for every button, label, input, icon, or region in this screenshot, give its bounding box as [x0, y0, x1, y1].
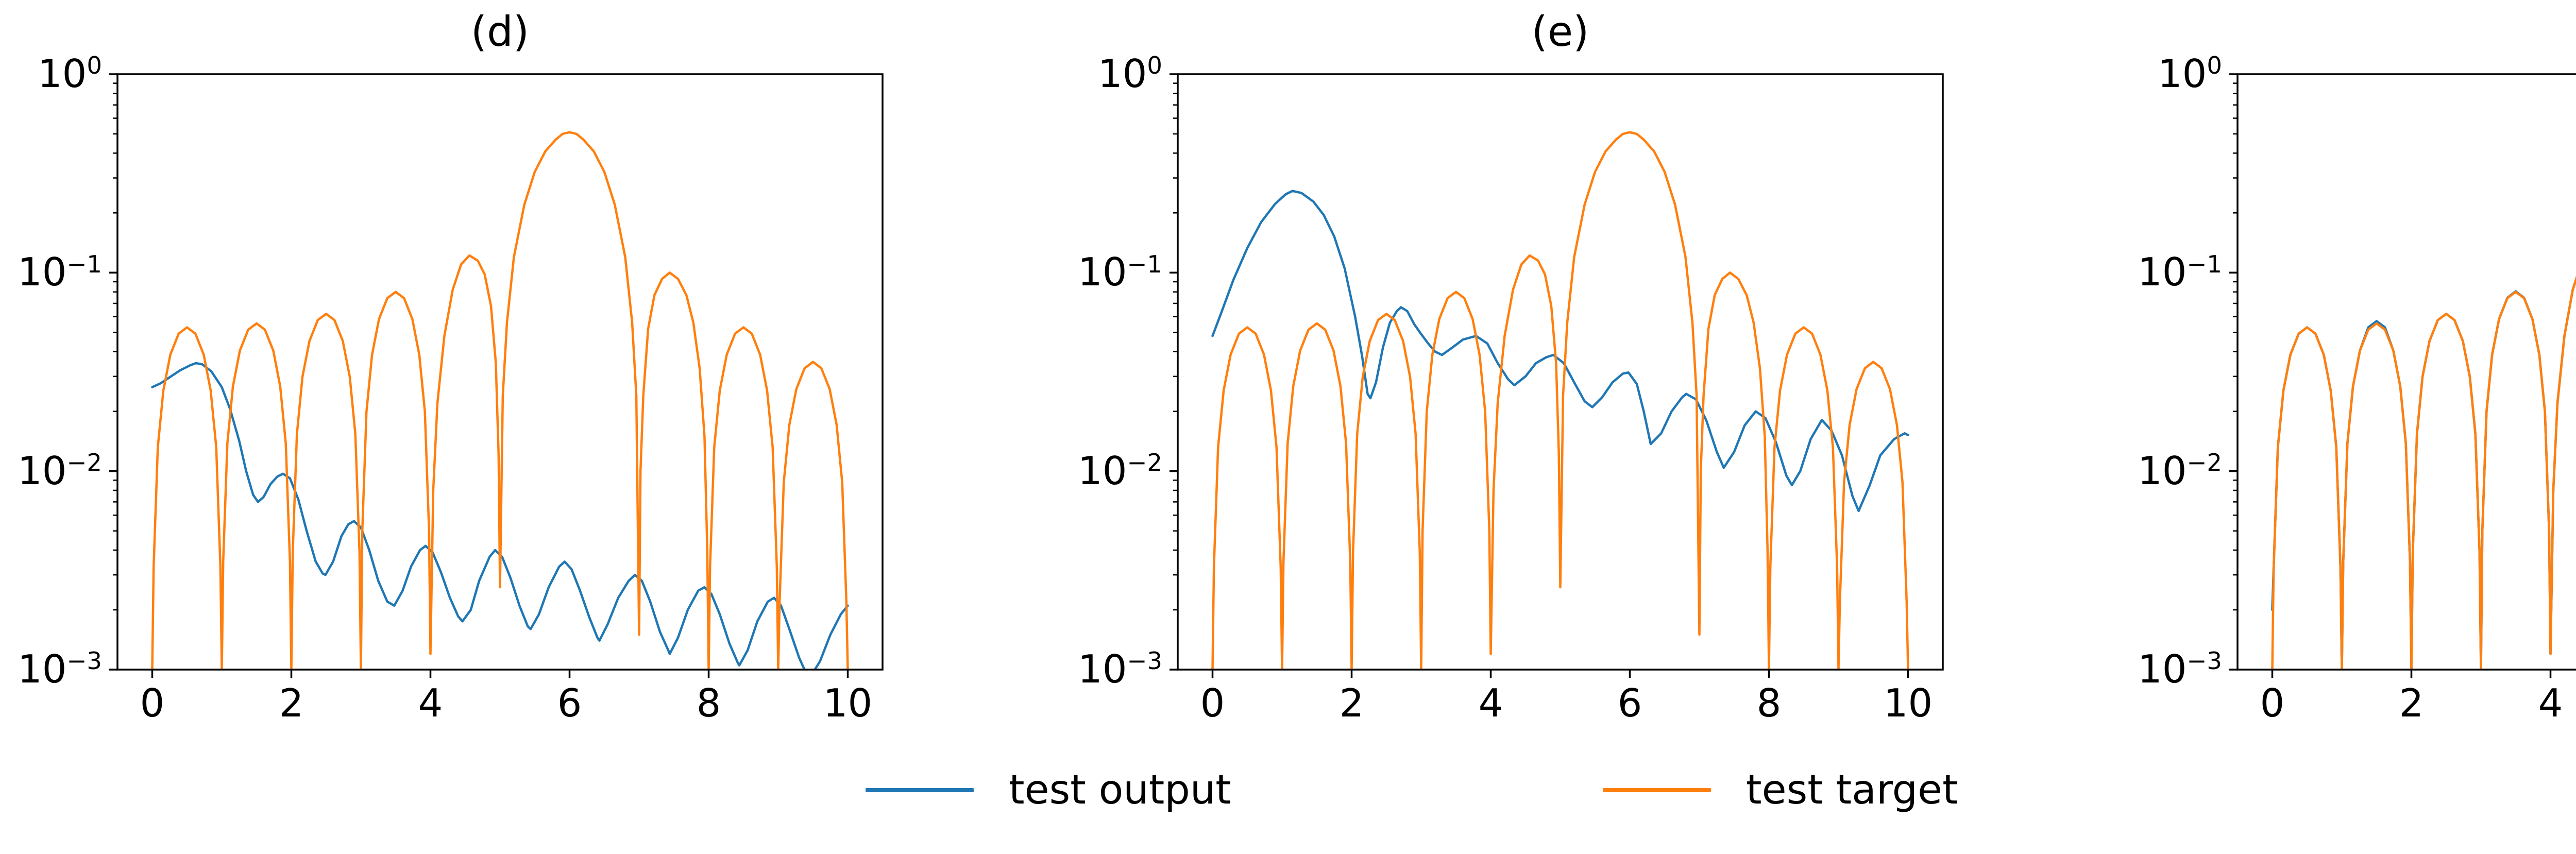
test-target-curve [151, 131, 849, 670]
x-tick-label: 10 [823, 680, 873, 726]
legend-label-output: test output [1009, 767, 1231, 813]
axis-ticks [109, 73, 849, 678]
x-tick-label: 6 [1617, 680, 1642, 726]
legend-swatch-target [1603, 788, 1711, 792]
subplot-f-plot-area [2229, 73, 2576, 678]
subplot-d-plot-area [109, 73, 884, 678]
x-tick-label: 2 [279, 680, 304, 726]
x-tick-label: 2 [2399, 680, 2424, 726]
x-tick-label: 10 [1883, 680, 1933, 726]
axis-ticks [1170, 73, 1909, 678]
legend-label-target: test target [1746, 767, 1958, 813]
axis-ticks [2229, 73, 2552, 678]
x-tick-label: 0 [2260, 680, 2285, 726]
x-tick-label: 8 [1756, 680, 1782, 726]
y-tick-label: 10−2 [2138, 448, 2222, 493]
test-target-curve [1211, 131, 1909, 670]
subplot-e-plot-area [1170, 73, 1944, 678]
y-tick-label: 10−3 [2138, 646, 2222, 692]
subplot-f-title: (f) [2238, 11, 2576, 53]
test-output-curve [2271, 276, 2576, 670]
x-tick-label: 8 [696, 680, 721, 726]
y-tick-label: 100 [37, 51, 102, 96]
axes-spines [116, 73, 884, 671]
axes-spines [1177, 73, 1944, 671]
x-tick-label: 0 [1200, 680, 1225, 726]
subplot-e-title: (e) [1531, 8, 1589, 56]
x-tick-label: 6 [557, 680, 582, 726]
axes-spines [2236, 73, 2576, 671]
y-tick-label: 10−1 [2138, 249, 2222, 295]
legend-swatch-output [866, 788, 974, 792]
y-tick-label: 10−1 [1078, 249, 1162, 295]
test-output-curve [1211, 190, 1909, 513]
test-target-curve [2271, 276, 2576, 670]
y-tick-label: 100 [1097, 51, 1162, 96]
y-tick-label: 10−3 [1078, 646, 1162, 692]
y-tick-label: 10−3 [18, 646, 102, 692]
legend-item-test-target: test target [1603, 765, 1958, 815]
legend-item-test-output: test output [866, 765, 1231, 815]
y-tick-label: 10−1 [18, 249, 102, 295]
x-tick-label: 2 [1339, 680, 1364, 726]
y-tick-label: 10−2 [18, 448, 102, 493]
test-output-curve [151, 362, 849, 670]
x-tick-label: 4 [418, 680, 443, 726]
y-tick-label: 100 [2157, 51, 2222, 96]
y-tick-label: 10−2 [1078, 448, 1162, 493]
x-tick-label: 0 [140, 680, 165, 726]
subplot-d-title: (d) [470, 8, 530, 56]
x-tick-label: 4 [2538, 680, 2563, 726]
x-tick-label: 4 [1478, 680, 1503, 726]
